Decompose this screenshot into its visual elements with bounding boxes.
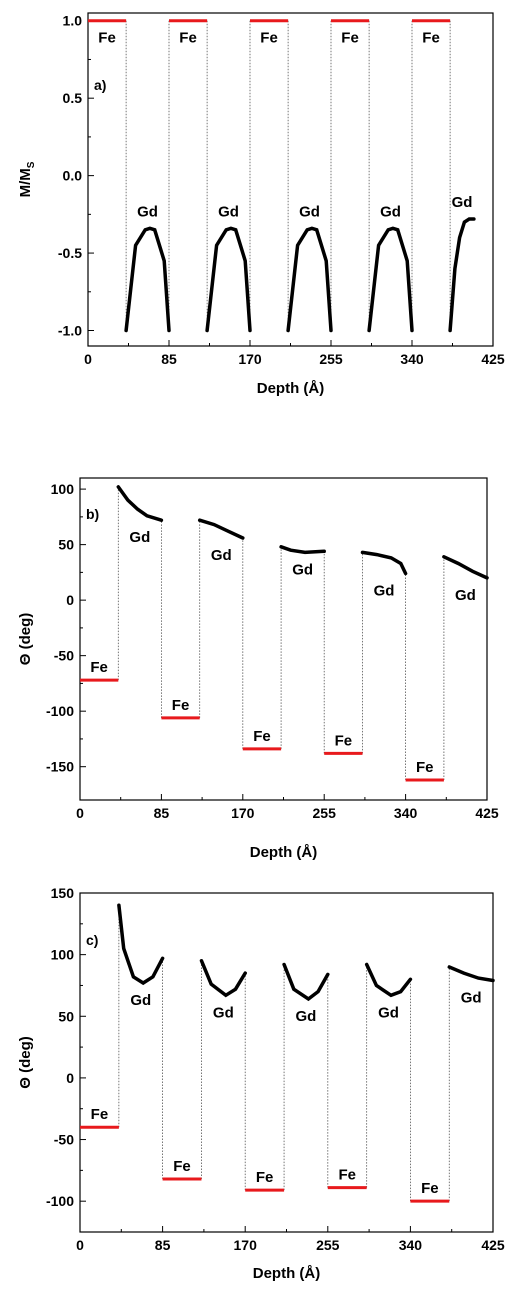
panel-3-y-tick-label: 150 xyxy=(51,885,75,901)
panel-3-gd-curve xyxy=(447,965,495,983)
panel-2-fe-label: Fe xyxy=(335,732,353,749)
panel-3-gd-curve xyxy=(282,962,330,1002)
panel-1-gd-curve xyxy=(286,226,333,333)
panel-2-gd-curve xyxy=(279,545,326,555)
panel-3-gd-curve xyxy=(364,962,413,998)
panel-2-y-tick-label: -100 xyxy=(46,703,74,719)
panel-1-gd-label: Gd xyxy=(137,203,158,220)
panel-3-x-tick-label: 425 xyxy=(481,1237,505,1253)
panel-1-fe-label: Fe xyxy=(260,30,278,47)
panel-3-x-tick-label: 85 xyxy=(155,1237,171,1253)
panel-1-gd-label: Gd xyxy=(452,194,473,211)
panel-1-gd-curve xyxy=(448,217,476,333)
panel-3-x-tick-label: 340 xyxy=(399,1237,423,1253)
panel-1-gd-curve xyxy=(367,226,414,333)
panel-3-fe-label: Fe xyxy=(91,1106,109,1123)
panel-1-x-tick-label: 425 xyxy=(481,351,505,367)
panel-2-fe-label: Fe xyxy=(90,659,108,676)
panel-1-gd-curve xyxy=(124,226,171,333)
panel-1-fe-label: Fe xyxy=(98,30,116,47)
panel-3-gd-label: Gd xyxy=(296,1008,317,1025)
panel-2-fe-label: Fe xyxy=(416,759,434,776)
panel-3-y-tick-label: 50 xyxy=(58,1008,74,1024)
panel-3-fe-label: Fe xyxy=(256,1169,274,1186)
panel-2-y-tick-label: -50 xyxy=(54,648,74,664)
panel-2-gd-curve xyxy=(116,485,164,522)
panel-3-gd-label: Gd xyxy=(130,992,151,1009)
panel-2-x-tick-label: 170 xyxy=(231,805,255,821)
panel-2-x-tick-label: 255 xyxy=(313,805,337,821)
panel-3-fe-label: Fe xyxy=(173,1158,191,1175)
panel-1-fe-label: Fe xyxy=(341,30,359,47)
panel-1-y-tick-label: -1.0 xyxy=(58,323,82,339)
panel-2-fe-label: Fe xyxy=(172,697,190,714)
panel-1-x-tick-label: 0 xyxy=(84,351,92,367)
panel-2-fe-label: Fe xyxy=(253,728,271,745)
panel-2-y-tick-label: 50 xyxy=(58,537,74,553)
panel-2-panel-label: b) xyxy=(86,506,99,522)
panel-3-y-axis-label: Θ (deg) xyxy=(17,1036,34,1089)
panel-1-y-tick-label: 1.0 xyxy=(63,13,83,29)
panel-2-x-tick-label: 0 xyxy=(76,805,84,821)
panel-1-fe-label: Fe xyxy=(179,30,197,47)
panel-1-y-axis-label: M/MS xyxy=(17,161,37,197)
panel-1-gd-label: Gd xyxy=(299,203,320,220)
panel-2-x-tick-label: 340 xyxy=(394,805,418,821)
panel-1-x-axis-label: Depth (Å) xyxy=(257,380,325,397)
panel-2-y-axis-label: Θ (deg) xyxy=(17,613,34,666)
panel-2-gd-curve xyxy=(442,555,489,580)
panel-3-gd-label: Gd xyxy=(213,1004,234,1021)
panel-1-x-tick-label: 170 xyxy=(238,351,262,367)
panel-2-gd-curve xyxy=(197,518,245,540)
panel-3-gd-curve xyxy=(199,959,247,998)
panel-3-gd-label: Gd xyxy=(378,1004,399,1021)
panel-2-y-tick-label: -150 xyxy=(46,759,74,775)
panel-3-x-tick-label: 170 xyxy=(234,1237,258,1253)
panel-3-fe-label: Fe xyxy=(338,1167,356,1184)
panel-2-plot-frame xyxy=(79,477,488,801)
panel-1-gd-label: Gd xyxy=(218,203,239,220)
panel-1-panel-label: a) xyxy=(94,77,106,93)
panel-3-y-tick-label: -100 xyxy=(46,1193,74,1209)
panel-1-gd-curve xyxy=(205,226,252,333)
panel-1-x-tick-label: 85 xyxy=(161,351,177,367)
panel-2-x-axis-label: Depth (Å) xyxy=(250,844,318,861)
panel-1-y-tick-label: 0.0 xyxy=(63,168,83,184)
panel-3-x-tick-label: 0 xyxy=(76,1237,84,1253)
panel-1-y-tick-label: -0.5 xyxy=(58,245,82,261)
panel-1-x-tick-label: 255 xyxy=(319,351,343,367)
panel-3-y-tick-label: -50 xyxy=(54,1132,74,1148)
panel-2-gd-label: Gd xyxy=(211,547,232,564)
panel-2-x-tick-label: 85 xyxy=(154,805,170,821)
panel-3-y-tick-label: 0 xyxy=(66,1070,74,1086)
panel-2-y-tick-label: 100 xyxy=(51,481,75,497)
panel-1-y-tick-label: 0.5 xyxy=(63,90,83,106)
panel-2-gd-label: Gd xyxy=(455,587,476,604)
panel-1-gd-label: Gd xyxy=(380,203,401,220)
panel-2-gd-curve xyxy=(360,550,408,576)
panel-3-gd-label: Gd xyxy=(461,990,482,1007)
panel-2-gd-label: Gd xyxy=(374,582,395,599)
panel-2-gd-label: Gd xyxy=(292,561,313,578)
panel-3-x-axis-label: Depth (Å) xyxy=(253,1265,321,1282)
panel-3-fe-label: Fe xyxy=(421,1180,439,1197)
panel-3-y-tick-label: 100 xyxy=(51,947,75,963)
panel-2-gd-label: Gd xyxy=(129,529,150,546)
panel-3-gd-curve xyxy=(117,903,165,986)
panel-2-x-tick-label: 425 xyxy=(475,805,499,821)
panel-3-panel-label: c) xyxy=(86,932,98,948)
panel-1-fe-label: Fe xyxy=(422,30,440,47)
panel-2-y-tick-label: 0 xyxy=(66,592,74,608)
panel-1-x-tick-label: 340 xyxy=(400,351,424,367)
panel-3-x-tick-label: 255 xyxy=(316,1237,340,1253)
